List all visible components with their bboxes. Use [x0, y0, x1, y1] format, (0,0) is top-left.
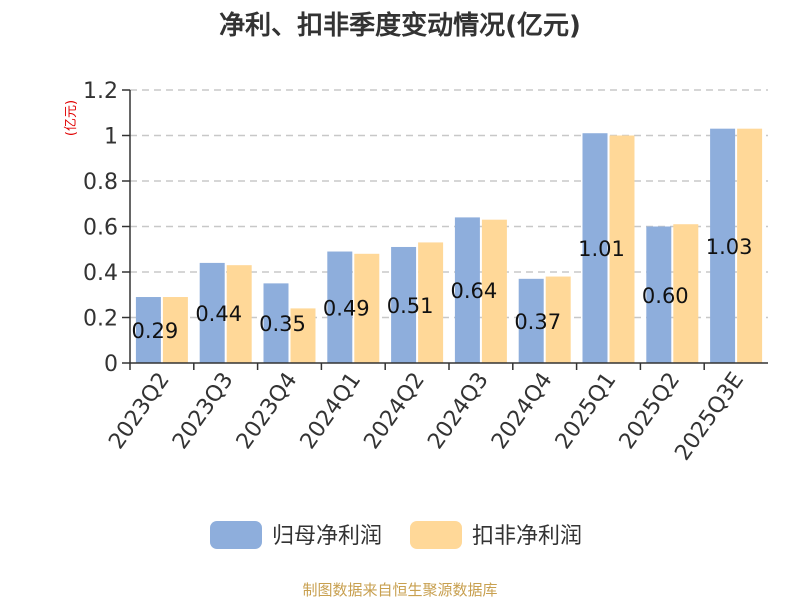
y-tick-label: 1	[104, 125, 118, 150]
bar-deducted-net-profit	[609, 135, 635, 363]
data-label: 0.35	[259, 312, 306, 336]
bar-deducted-net-profit	[545, 276, 571, 363]
bar-net-profit	[646, 226, 672, 363]
bar-net-profit	[391, 246, 417, 363]
bar-net-profit	[263, 283, 289, 363]
bar-net-profit	[582, 133, 608, 363]
legend: 归母净利润 扣非净利润	[210, 521, 582, 549]
data-labels: 0.29 0.44 0.35 0.49 0.51 0.64 0.37 1.01 0.60 1.03	[132, 235, 753, 343]
y-tick-label: 0.4	[83, 261, 118, 286]
data-label: 0.49	[323, 296, 370, 320]
bar-deducted-net-profit	[162, 297, 188, 363]
data-label: 0.51	[387, 294, 434, 318]
data-label: 0.64	[451, 279, 498, 303]
x-axis-ticks: 2023Q22023Q32023Q42024Q12024Q22024Q32024…	[104, 368, 749, 465]
x-tick-label: 2024Q2	[359, 368, 430, 454]
x-tick-label: 2025Q2	[615, 368, 686, 454]
x-tick-label: 2023Q3	[168, 368, 239, 454]
bar-deducted-net-profit	[418, 242, 444, 363]
bar-deducted-net-profit	[673, 224, 699, 363]
legend-item-net-profit[interactable]: 归母净利润	[210, 521, 382, 549]
y-tick-label: 0.6	[83, 216, 118, 241]
bars	[135, 128, 763, 363]
bar-deducted-net-profit	[481, 219, 507, 363]
x-tick-label: 2024Q3	[423, 368, 494, 454]
bar-net-profit	[199, 262, 225, 363]
data-label: 0.60	[642, 284, 689, 308]
data-label: 1.01	[578, 237, 625, 261]
bar-net-profit	[710, 128, 736, 363]
bar-deducted-net-profit	[290, 308, 316, 363]
y-axis-label: (亿元)	[64, 100, 79, 136]
chart-title: 净利、扣非季度变动情况(亿元)	[219, 10, 581, 41]
legend-label: 扣非净利润	[472, 524, 582, 549]
bar-net-profit	[518, 278, 544, 363]
y-axis-ticks: 0 0.2 0.4 0.6 0.8 1 1.2	[83, 79, 118, 377]
bar-deducted-net-profit	[737, 128, 763, 363]
x-tick-label: 2023Q2	[104, 368, 175, 454]
x-tick-label: 2024Q1	[296, 368, 367, 454]
bar-net-profit	[454, 217, 480, 363]
legend-swatch	[410, 521, 462, 549]
y-tick-label: 0.2	[83, 307, 118, 332]
y-tick-label: 0	[104, 352, 118, 377]
bar-net-profit	[135, 297, 161, 363]
y-tick-label: 0.8	[83, 170, 118, 195]
data-label: 0.44	[195, 302, 242, 326]
data-label: 1.03	[706, 235, 753, 259]
data-label: 0.37	[514, 310, 561, 334]
x-tick-label: 2024Q4	[487, 368, 558, 454]
axes	[122, 89, 768, 370]
x-tick-label: 2025Q1	[551, 368, 622, 454]
bar-deducted-net-profit	[354, 253, 380, 363]
legend-item-deducted-net-profit[interactable]: 扣非净利润	[410, 521, 582, 549]
x-tick-label: 2023Q4	[232, 368, 303, 454]
bar-net-profit	[327, 251, 353, 363]
bar-deducted-net-profit	[226, 265, 252, 363]
legend-label: 归母净利润	[272, 524, 382, 549]
y-tick-label: 1.2	[83, 79, 118, 104]
data-label: 0.29	[132, 319, 179, 343]
source-note: 制图数据来自恒生聚源数据库	[302, 581, 497, 599]
legend-swatch	[210, 521, 262, 549]
